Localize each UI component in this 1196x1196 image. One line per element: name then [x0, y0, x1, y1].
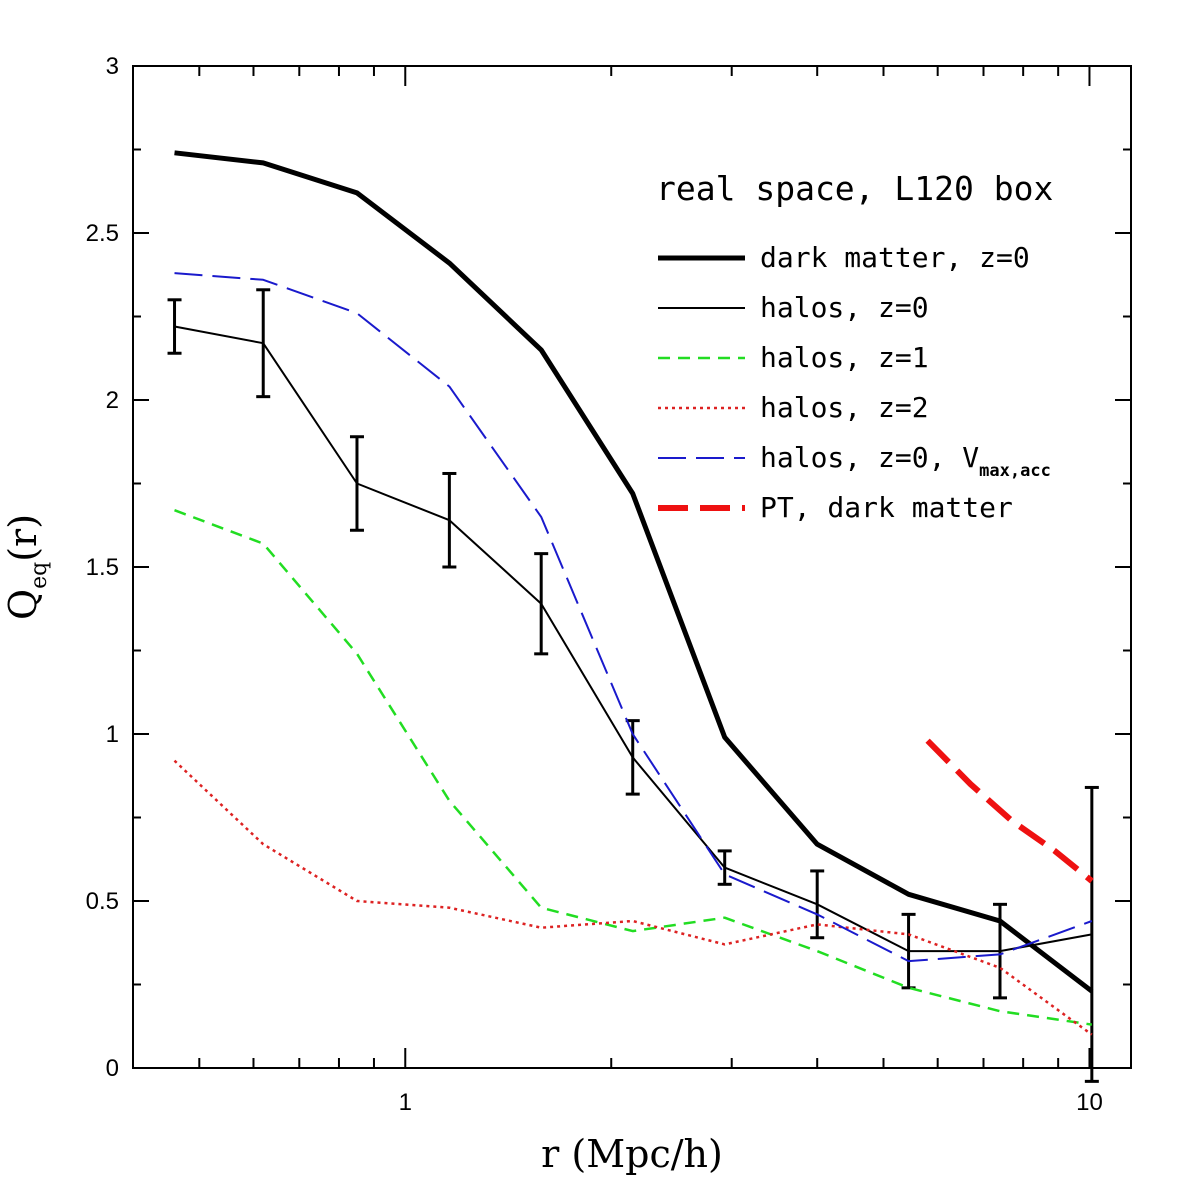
- legend-label-main: dark matter, z=0: [760, 241, 1030, 274]
- series-line: [174, 509, 1092, 1026]
- legend-label: PT, dark matter: [760, 491, 1013, 524]
- y-tick-label: 3: [106, 53, 119, 80]
- legend-title: real space, L120 box: [656, 169, 1053, 208]
- y-axis-label: Qeq(r): [1, 514, 52, 620]
- legend-label-main: halos, z=2: [760, 391, 929, 424]
- series-layer: [167, 150, 1099, 1083]
- legend-label-sub: max,acc: [979, 461, 1051, 481]
- series-line: [925, 738, 1094, 884]
- legend-label: halos, z=0, Vmax,acc: [760, 441, 1051, 481]
- y-tick-label: 2: [106, 387, 119, 414]
- series-line: [174, 150, 1094, 994]
- y-tick-label: 1: [106, 721, 119, 748]
- y-axis-label-tail: (r): [1, 514, 45, 562]
- x-tick-label: 1: [399, 1089, 412, 1116]
- tick-labels: 0 0.5 1 1.5 2 2.5 3 1 10: [86, 53, 1103, 1116]
- legend-label-main: halos, z=0: [760, 291, 929, 324]
- series-line: [174, 272, 1093, 963]
- y-axis-label-main: Q: [1, 589, 45, 620]
- ticks: [132, 65, 1131, 1069]
- x-axis-label: r (Mpc/h): [541, 1132, 723, 1176]
- legend: dark matter, z=0 halos, z=0 halos, z=1 halo…: [658, 241, 1051, 524]
- y-tick-label: 0: [106, 1055, 119, 1082]
- y-axis-label-sub: eq: [27, 562, 52, 589]
- legend-label: halos, z=2: [760, 391, 929, 424]
- legend-label-main: halos, z=0, V: [760, 441, 979, 474]
- plot-frame: [132, 65, 1132, 1069]
- legend-label: halos, z=0: [760, 291, 929, 324]
- legend-label-main: halos, z=1: [760, 341, 929, 374]
- legend-label: halos, z=1: [760, 341, 929, 374]
- y-tick-label: 1.5: [86, 554, 119, 581]
- x-tick-label: 10: [1076, 1089, 1103, 1116]
- y-tick-label: 2.5: [86, 220, 119, 247]
- legend-label: dark matter, z=0: [760, 241, 1030, 274]
- y-tick-label: 0.5: [86, 888, 119, 915]
- legend-label-main: PT, dark matter: [760, 491, 1013, 524]
